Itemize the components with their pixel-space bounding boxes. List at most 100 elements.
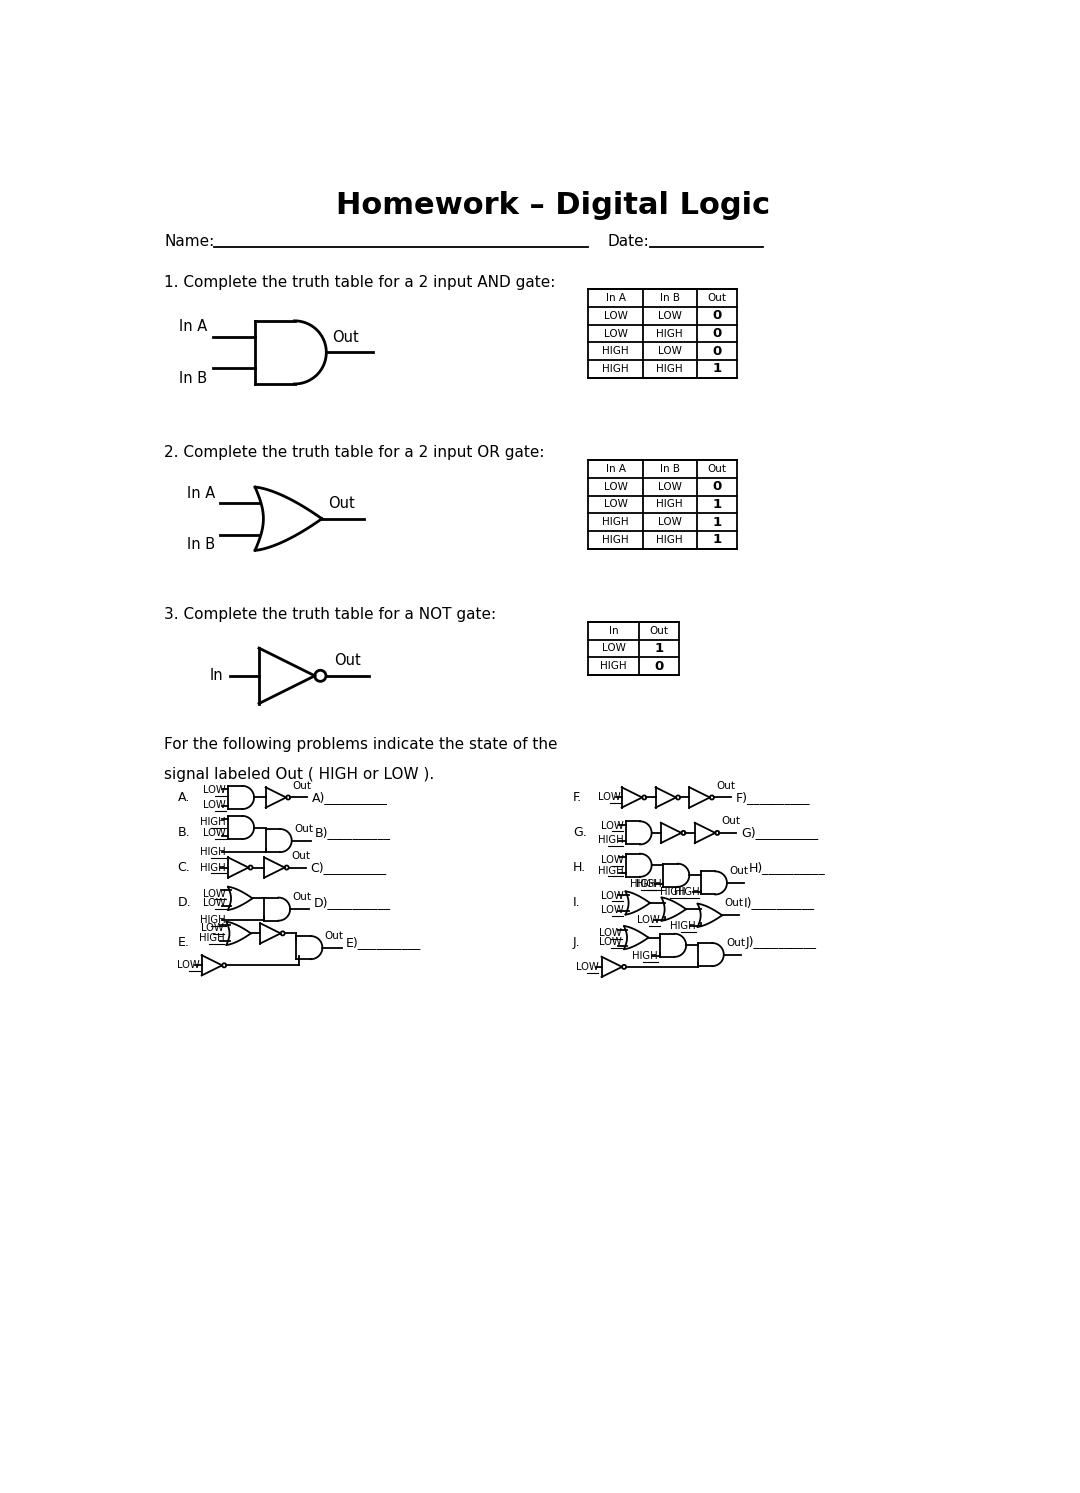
Text: In A: In A bbox=[187, 485, 215, 500]
Text: B.: B. bbox=[177, 827, 190, 839]
Text: HIGH: HIGH bbox=[674, 887, 700, 897]
Text: signal labeled Out ( HIGH or LOW ).: signal labeled Out ( HIGH or LOW ). bbox=[164, 767, 434, 782]
Text: F)__________: F)__________ bbox=[735, 791, 810, 803]
Text: Out: Out bbox=[649, 626, 669, 636]
Text: HIGH: HIGH bbox=[660, 887, 685, 897]
Text: LOW: LOW bbox=[203, 829, 226, 838]
Text: C.: C. bbox=[177, 861, 190, 873]
Text: HIGH: HIGH bbox=[603, 346, 629, 357]
Text: In B: In B bbox=[179, 370, 207, 385]
Text: LOW: LOW bbox=[658, 311, 681, 321]
Text: H.: H. bbox=[572, 861, 586, 873]
Text: LOW: LOW bbox=[203, 785, 226, 796]
Text: HIGH: HIGH bbox=[657, 328, 683, 339]
Text: In: In bbox=[609, 626, 619, 636]
Text: 0: 0 bbox=[654, 660, 663, 673]
Text: LOW: LOW bbox=[177, 960, 200, 970]
Text: For the following problems indicate the state of the: For the following problems indicate the … bbox=[164, 738, 558, 752]
Text: 0: 0 bbox=[713, 345, 721, 358]
Text: LOW: LOW bbox=[203, 888, 226, 899]
Text: 1. Complete the truth table for a 2 input AND gate:: 1. Complete the truth table for a 2 inpu… bbox=[164, 275, 556, 291]
Text: J.: J. bbox=[572, 936, 581, 948]
Text: Out: Out bbox=[716, 781, 735, 790]
Text: LOW: LOW bbox=[576, 961, 598, 972]
Text: LOW: LOW bbox=[637, 915, 660, 924]
Text: LOW: LOW bbox=[600, 855, 623, 864]
Text: In A: In A bbox=[606, 464, 625, 475]
Text: Out: Out bbox=[294, 824, 313, 833]
Text: In B: In B bbox=[187, 537, 215, 552]
Text: Out: Out bbox=[328, 496, 355, 511]
Text: C)__________: C)__________ bbox=[310, 861, 387, 873]
Text: LOW: LOW bbox=[203, 800, 226, 809]
Text: LOW: LOW bbox=[604, 328, 627, 339]
Text: HIGH: HIGH bbox=[600, 661, 626, 672]
Text: In B: In B bbox=[660, 293, 679, 303]
Text: HIGH: HIGH bbox=[199, 933, 225, 944]
Text: LOW: LOW bbox=[604, 311, 627, 321]
Text: Out: Out bbox=[707, 464, 727, 475]
Text: HIGH: HIGH bbox=[603, 534, 629, 545]
Text: Out: Out bbox=[726, 938, 745, 948]
Text: E.: E. bbox=[177, 936, 189, 948]
Text: 0: 0 bbox=[713, 309, 721, 322]
Text: LOW: LOW bbox=[201, 923, 225, 933]
Text: HIGH: HIGH bbox=[657, 500, 683, 509]
Text: HIGH: HIGH bbox=[630, 879, 656, 890]
Text: 1: 1 bbox=[713, 515, 721, 529]
Text: LOW: LOW bbox=[599, 929, 622, 938]
Text: Out: Out bbox=[293, 781, 311, 790]
Text: HIGH: HIGH bbox=[200, 847, 226, 857]
Text: D)__________: D)__________ bbox=[313, 896, 390, 909]
Text: 3. Complete the truth table for a NOT gate:: 3. Complete the truth table for a NOT ga… bbox=[164, 606, 497, 621]
Text: Out: Out bbox=[333, 330, 360, 345]
Text: 1: 1 bbox=[654, 642, 663, 655]
Text: 0: 0 bbox=[713, 327, 721, 340]
Text: B)__________: B)__________ bbox=[315, 827, 391, 839]
Text: In A: In A bbox=[179, 320, 207, 334]
Text: In: In bbox=[210, 669, 224, 684]
Text: G.: G. bbox=[572, 827, 586, 839]
Text: HIGH: HIGH bbox=[636, 879, 662, 890]
Text: H)__________: H)__________ bbox=[748, 861, 825, 873]
Text: Out: Out bbox=[291, 851, 310, 860]
Text: In B: In B bbox=[660, 464, 679, 475]
Text: Out: Out bbox=[707, 293, 727, 303]
Text: 2. Complete the truth table for a 2 input OR gate:: 2. Complete the truth table for a 2 inpu… bbox=[164, 445, 545, 460]
Text: D.: D. bbox=[177, 896, 191, 909]
Text: In A: In A bbox=[606, 293, 625, 303]
Text: 1: 1 bbox=[713, 499, 721, 511]
Text: Out: Out bbox=[325, 930, 343, 941]
Text: Out: Out bbox=[293, 893, 311, 902]
Text: LOW: LOW bbox=[203, 897, 226, 908]
Text: 1: 1 bbox=[713, 363, 721, 375]
Text: Out: Out bbox=[721, 817, 741, 826]
Text: A.: A. bbox=[177, 791, 190, 803]
Text: 1: 1 bbox=[713, 533, 721, 546]
Text: Homework – Digital Logic: Homework – Digital Logic bbox=[337, 191, 770, 219]
Text: LOW: LOW bbox=[598, 793, 621, 802]
Text: HIGH: HIGH bbox=[597, 866, 623, 875]
Text: LOW: LOW bbox=[658, 346, 681, 357]
Text: I)__________: I)__________ bbox=[744, 896, 814, 909]
Text: Date:: Date: bbox=[608, 234, 649, 249]
Text: HIGH: HIGH bbox=[200, 915, 226, 924]
Text: 0: 0 bbox=[713, 481, 721, 493]
Text: LOW: LOW bbox=[604, 482, 627, 491]
Text: LOW: LOW bbox=[599, 938, 622, 947]
Text: LOW: LOW bbox=[602, 643, 625, 654]
Text: LOW: LOW bbox=[658, 482, 681, 491]
Text: LOW: LOW bbox=[600, 891, 623, 900]
Text: Name:: Name: bbox=[164, 234, 215, 249]
Text: HIGH: HIGH bbox=[657, 534, 683, 545]
Text: HIGH: HIGH bbox=[200, 817, 226, 827]
Text: G)__________: G)__________ bbox=[741, 827, 819, 839]
Text: HIGH: HIGH bbox=[671, 921, 697, 932]
Text: LOW: LOW bbox=[600, 905, 623, 915]
Text: HIGH: HIGH bbox=[200, 863, 226, 872]
Text: F.: F. bbox=[572, 791, 582, 803]
Text: HIGH: HIGH bbox=[657, 364, 683, 373]
Text: Out: Out bbox=[729, 866, 748, 876]
Text: LOW: LOW bbox=[658, 517, 681, 527]
Text: LOW: LOW bbox=[600, 821, 623, 830]
